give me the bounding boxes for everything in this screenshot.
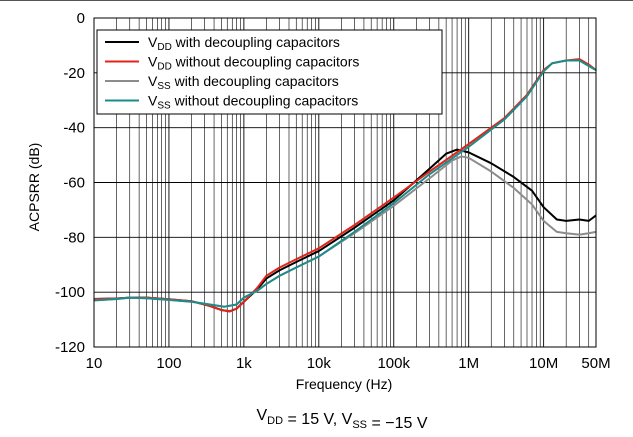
plot-border bbox=[93, 17, 597, 348]
x-tick-label: 50M bbox=[581, 355, 610, 372]
x-tick-label: 10 bbox=[86, 355, 103, 372]
chart-caption: VDD = 15 V, VSS = −15 V bbox=[257, 407, 428, 432]
series-line bbox=[93, 59, 597, 308]
legend-entry: VDD with decoupling capacitors bbox=[148, 34, 340, 53]
top-border-line bbox=[0, 0, 633, 1]
x-tick-label: 100 bbox=[156, 355, 181, 372]
y-tick-labels: 0 -20 -40 -60 -80 -100 -120 bbox=[55, 10, 85, 356]
legend-entry: VDD without decoupling capacitors bbox=[148, 54, 359, 73]
series-lines bbox=[93, 58, 597, 313]
y-tick-label: 0 bbox=[77, 10, 85, 27]
x-tick-label: 100k bbox=[377, 355, 410, 372]
legend-entry: VSS without decoupling capacitors bbox=[148, 93, 358, 112]
y-tick-label: -40 bbox=[63, 120, 85, 137]
x-tick-label: 1k bbox=[236, 355, 252, 372]
y-tick-label: -60 bbox=[63, 175, 85, 192]
y-tick-label: -20 bbox=[63, 65, 85, 82]
x-tick-label: 10k bbox=[307, 355, 332, 372]
x-tick-labels: 10 100 1k 10k 100k 1M 10M 50M bbox=[86, 355, 611, 372]
legend-box bbox=[96, 29, 443, 115]
x-axis-label: Frequency (Hz) bbox=[296, 376, 392, 392]
y-tick-label: -100 bbox=[55, 284, 85, 301]
x-tick-label: 1M bbox=[458, 355, 479, 372]
y-axis-label: ACPSRR (dB) bbox=[26, 143, 42, 232]
legend-entry: VSS with decoupling capacitors bbox=[148, 73, 339, 92]
x-tick-label: 10M bbox=[529, 355, 558, 372]
y-tick-label: -120 bbox=[55, 339, 85, 356]
y-tick-label: -80 bbox=[63, 229, 85, 246]
